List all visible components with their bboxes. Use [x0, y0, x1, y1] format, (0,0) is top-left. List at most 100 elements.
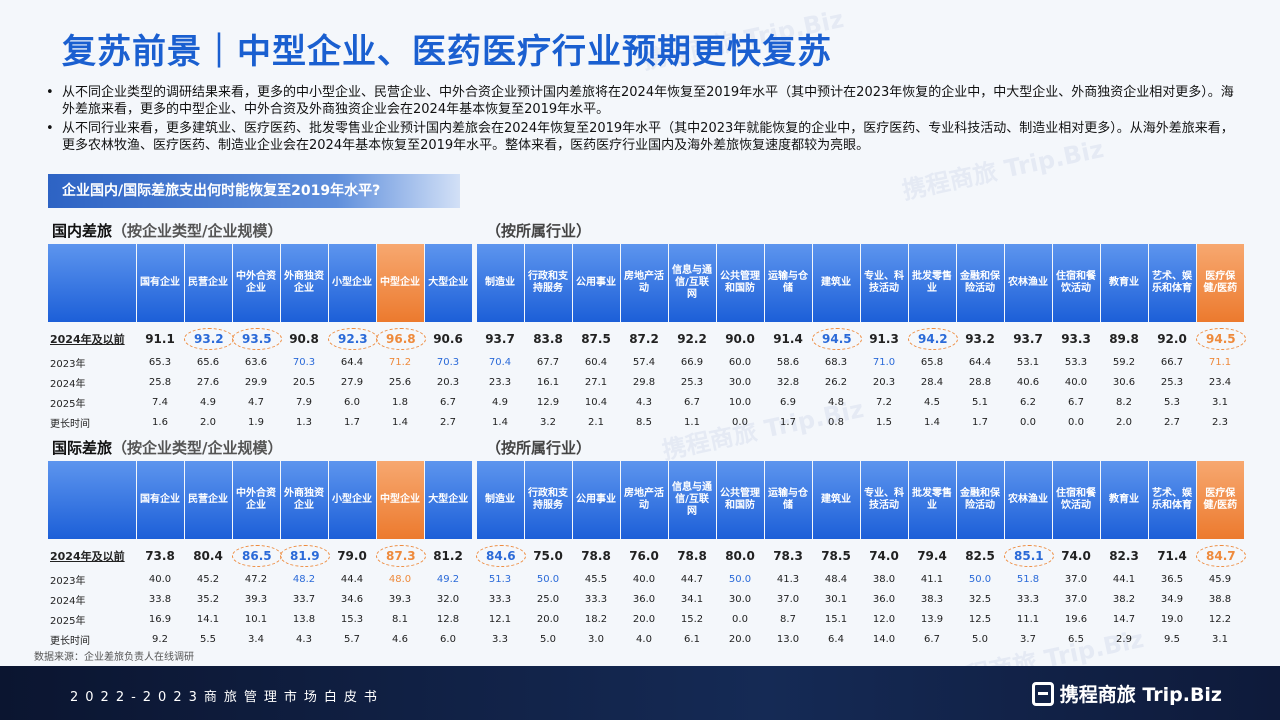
column-header: 艺术、娱乐和体育 [1147, 461, 1196, 539]
table-row: 更长时间 9.2 5.5 3.4 4.3 5.7 4.6 6.0 3.3 5.0 3.0 4.0 6.1… [48, 629, 1244, 649]
table-cell: 91.4 [773, 332, 803, 346]
table-cell: 4.0 [636, 633, 652, 645]
bullet-item: 从不同行业来看，更多建筑业、医疗医药、批发零售业企业预计国内差旅会在2024年恢… [42, 120, 1242, 154]
table-cell: 48.4 [824, 573, 848, 585]
row-label: 2023年 [50, 358, 86, 370]
column-header: 医疗保健/医药 [1195, 461, 1244, 539]
domestic-heading-title: 国内差旅 [52, 222, 113, 240]
column-header: 中型企业 [375, 461, 424, 539]
table-cell: 78.8 [581, 549, 611, 563]
column-header: 农林渔业 [1003, 461, 1052, 539]
table-cell: 1.3 [296, 416, 312, 428]
highlighted-value: 94.2 [908, 328, 958, 350]
table-cell: 25.3 [1160, 376, 1184, 388]
table-cell: 9.2 [152, 633, 168, 645]
table-cell: 10.0 [728, 396, 752, 408]
table-cell: 4.3 [296, 633, 312, 645]
table-cell: 67.7 [536, 356, 560, 368]
table-cell: 87.2 [629, 332, 659, 346]
table-cell: 66.7 [1160, 356, 1184, 368]
table-cell: 28.8 [968, 376, 992, 388]
table-cell: 47.2 [244, 573, 268, 585]
highlighted-value: 93.5 [232, 328, 282, 350]
column-gap [472, 461, 476, 539]
highlighted-value: 96.8 [376, 328, 426, 350]
table-cell: 64.4 [968, 356, 992, 368]
column-header: 金融和保险活动 [955, 461, 1004, 539]
table-cell: 3.7 [1020, 633, 1036, 645]
table-cell: 3.1 [1212, 396, 1228, 408]
table-cell: 30.0 [728, 593, 752, 605]
table-row: 2025年 7.4 4.9 4.7 7.9 6.0 1.8 6.7 4.9 12.9 10.4 4.3… [48, 392, 1244, 412]
table-cell: 44.4 [340, 573, 364, 585]
table-cell: 65.6 [196, 356, 220, 368]
table-cell: 32.5 [968, 593, 992, 605]
table-cell: 4.6 [392, 633, 408, 645]
table-cell: 71.0 [872, 356, 896, 368]
column-gap [472, 609, 476, 629]
table-cell: 45.5 [584, 573, 608, 585]
table-cell: 3.2 [540, 416, 556, 428]
table-cell: 29.8 [632, 376, 656, 388]
table-cell: 10.4 [584, 396, 608, 408]
table-cell: 87.3 [376, 539, 426, 569]
table-cell: 70.4 [488, 356, 512, 368]
column-header: 中型企业 [375, 244, 424, 322]
table-cell: 83.8 [533, 332, 563, 346]
table-cell: 20.0 [536, 613, 560, 625]
table-cell: 78.8 [677, 549, 707, 563]
table-cell: 0.0 [1068, 416, 1084, 428]
row-label: 2024年 [50, 378, 86, 390]
table-cell: 4.3 [636, 396, 652, 408]
table-cell: 63.6 [244, 356, 268, 368]
table-cell: 12.9 [536, 396, 560, 408]
table-cell: 16.9 [148, 613, 172, 625]
table-cell: 70.3 [292, 356, 316, 368]
table-cell: 40.0 [1064, 376, 1088, 388]
table-cell: 60.4 [584, 356, 608, 368]
table-cell: 40.6 [1016, 376, 1040, 388]
domestic-heading: 国内差旅（按企业类型/企业规模） [52, 220, 283, 241]
table-row: 2024年 25.8 27.6 29.9 20.5 27.9 25.6 20.3 23.3 16.… [48, 372, 1244, 392]
domestic-heading-sub: （按企业类型/企业规模） [112, 222, 283, 240]
table-cell: 92.0 [1157, 332, 1187, 346]
column-header: 批发零售业 [907, 244, 956, 322]
table-cell: 6.7 [684, 396, 700, 408]
table-cell: 34.1 [680, 593, 704, 605]
highlighted-value: 94.5 [812, 328, 862, 350]
table-row: 2024年及以前 91.1 93.2 93.5 90.8 92.3 96.8 90.6 93.7… [48, 322, 1246, 352]
column-header: 信息与通信/互联网 [667, 461, 716, 539]
table-cell: 30.6 [1112, 376, 1136, 388]
table-cell: 92.2 [677, 332, 707, 346]
column-header: 国有企业 [135, 461, 184, 539]
table-cell: 57.4 [632, 356, 656, 368]
column-header: 批发零售业 [907, 461, 956, 539]
table-cell: 3.3 [492, 633, 508, 645]
table-cell: 39.3 [388, 593, 412, 605]
table-cell: 37.0 [776, 593, 800, 605]
table-cell: 30.0 [728, 376, 752, 388]
table-cell: 71.2 [388, 356, 412, 368]
table-cell: 40.0 [632, 573, 656, 585]
column-header: 行政和支持服务 [523, 244, 572, 322]
table-cell: 33.8 [148, 593, 172, 605]
table-cell: 40.0 [148, 573, 172, 585]
column-header: 制造业 [475, 244, 524, 322]
column-header: 房地产活动 [619, 244, 668, 322]
highlighted-value: 85.1 [1004, 545, 1054, 567]
column-header: 公用事业 [571, 461, 620, 539]
table-cell: 96.8 [376, 322, 426, 352]
column-header: 艺术、娱乐和体育 [1147, 244, 1196, 322]
international-industry-heading: （按所属行业） [486, 439, 592, 457]
table-cell: 33.3 [488, 593, 512, 605]
table-cell: 79.0 [337, 549, 367, 563]
table-cell: 8.2 [1116, 396, 1132, 408]
highlighted-value: 84.6 [476, 545, 526, 567]
table-cell: 94.5 [1196, 322, 1246, 352]
table-cell: 29.9 [244, 376, 268, 388]
table-cell: 93.7 [485, 332, 515, 346]
table-cell: 90.6 [433, 332, 463, 346]
table-cell: 71.1 [1208, 356, 1232, 368]
table-cell: 74.0 [1061, 549, 1091, 563]
column-header: 中外合资企业 [231, 244, 280, 322]
